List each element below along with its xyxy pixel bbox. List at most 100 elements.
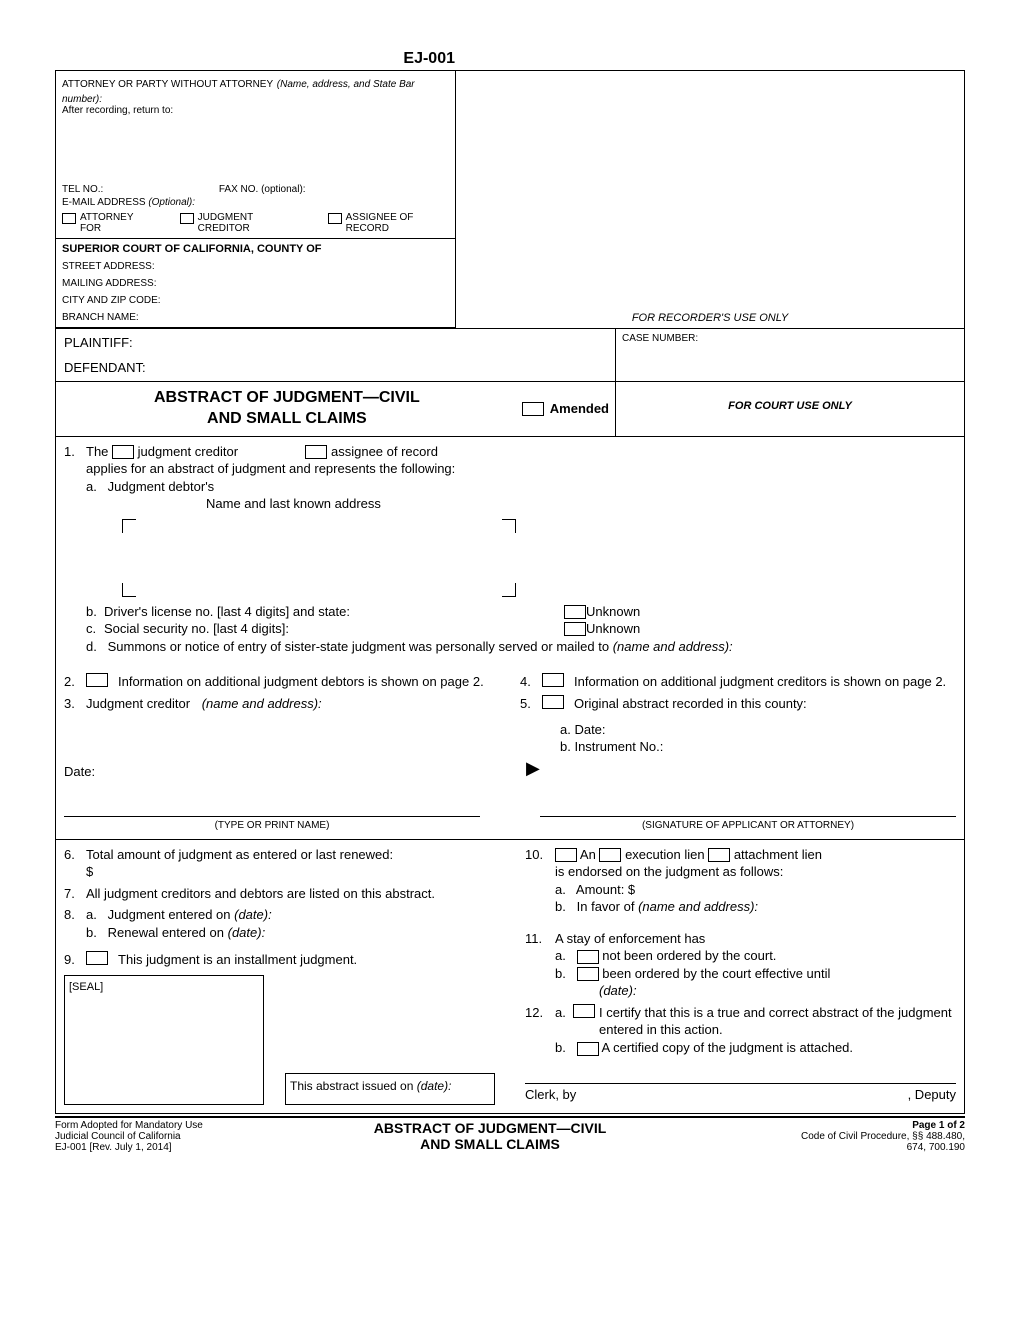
item-7-num: 7. xyxy=(64,885,82,903)
item-10-num: 10. xyxy=(525,846,551,864)
item-1b-text: Driver's license no. [last 4 digits] and… xyxy=(104,603,564,621)
cb-item-12a[interactable] xyxy=(573,1004,595,1018)
footer-right-1: Page 1 of 2 xyxy=(725,1120,965,1131)
after-recording: After recording, return to: xyxy=(62,105,449,116)
cb-judgment-creditor[interactable] xyxy=(180,213,194,224)
cb-item-11b[interactable] xyxy=(577,967,599,981)
item-10-attach: attachment lien xyxy=(734,847,822,862)
item-1a-text: Judgment debtor's xyxy=(108,479,215,494)
cb-item-9[interactable] xyxy=(86,951,108,965)
email-optional: (Optional): xyxy=(148,197,195,208)
street-address-label: STREET ADDRESS: xyxy=(62,261,449,272)
item-1-num: 1. xyxy=(64,443,82,461)
cb-item-11a[interactable] xyxy=(577,950,599,964)
item-5b: b. Instrument No.: xyxy=(560,738,956,756)
item-1-the: The xyxy=(86,444,108,459)
mailing-address-label: MAILING ADDRESS: xyxy=(62,278,449,289)
item-8a-num: a. xyxy=(86,906,104,924)
sig-left-caption: (TYPE OR PRINT NAME) xyxy=(64,819,480,833)
item-7-text: All judgment creditors and debtors are l… xyxy=(86,885,435,903)
email-label: E-MAIL ADDRESS xyxy=(62,197,146,208)
item-11b-text: been ordered by the court effective unti… xyxy=(602,966,830,981)
cb-1c-unknown[interactable] xyxy=(564,622,586,636)
item-8a-text: Judgment entered on xyxy=(108,907,231,922)
item-1c-num: c. xyxy=(86,620,104,638)
item-1-jc: judgment creditor xyxy=(138,444,238,459)
footer-right-2: Code of Civil Procedure, §§ 488.480, xyxy=(725,1131,965,1142)
recorder-use-only: FOR RECORDER'S USE ONLY xyxy=(456,312,964,324)
item-12b-text: A certified copy of the judgment is atta… xyxy=(602,1040,853,1055)
cb-assignee-of-record-1[interactable] xyxy=(305,445,327,459)
form-title-1: ABSTRACT OF JUDGMENT—CIVIL xyxy=(62,388,512,409)
footer-right-3: 674, 700.190 xyxy=(725,1142,965,1153)
item-2-text: Information on additional judgment debto… xyxy=(118,673,484,691)
item-10a-text: Amount: $ xyxy=(576,882,635,897)
address-box[interactable] xyxy=(122,519,516,597)
item-1b-num: b. xyxy=(86,603,104,621)
cb-assignee-label: ASSIGNEE OF RECORD xyxy=(346,212,449,234)
item-12a-num: a. xyxy=(555,1004,573,1039)
item-10-an: An xyxy=(580,847,596,862)
top-section: ATTORNEY OR PARTY WITHOUT ATTORNEY (Name… xyxy=(55,70,965,328)
signature-arrow-icon: ▶ xyxy=(526,756,956,780)
cb-attachment-lien[interactable] xyxy=(708,848,730,862)
cb-judgment-creditor-1[interactable] xyxy=(112,445,134,459)
item-8a-italic: (date): xyxy=(234,907,272,922)
cb-item-10[interactable] xyxy=(555,848,577,862)
issued-box: This abstract issued on (date): xyxy=(285,1073,495,1105)
item-1c-unknown: Unknown xyxy=(586,620,640,638)
cb-attorney-for-label: ATTORNEY FOR xyxy=(80,212,150,234)
issued-italic: (date): xyxy=(417,1079,452,1093)
item-8b-num: b. xyxy=(86,924,104,942)
item-10b-num: b. xyxy=(555,898,573,916)
footer-left-1: Form Adopted for Mandatory Use xyxy=(55,1120,255,1131)
footer-left-3: EJ-001 [Rev. July 1, 2014] xyxy=(55,1142,255,1153)
item-1-applies: applies for an abstract of judgment and … xyxy=(86,460,956,478)
issued-text: This abstract issued on xyxy=(290,1079,413,1093)
item-11b-italic: (date): xyxy=(599,982,830,1000)
cb-item-2[interactable] xyxy=(86,673,108,687)
item-12-num: 12. xyxy=(525,1004,551,1022)
cb-execution-lien[interactable] xyxy=(599,848,621,862)
cb-item-12b[interactable] xyxy=(577,1042,599,1056)
deputy-label: , Deputy xyxy=(908,1086,956,1104)
item-1b-unknown: Unknown xyxy=(586,603,640,621)
seal-box: [SEAL] xyxy=(64,975,264,1105)
branch-name-label: BRANCH NAME: xyxy=(62,312,449,323)
item-11a-text: not been ordered by the court. xyxy=(602,948,776,963)
item-11-text: A stay of enforcement has xyxy=(555,931,705,946)
item-1d-text: Summons or notice of entry of sister-sta… xyxy=(108,639,609,654)
item-9-num: 9. xyxy=(64,951,82,969)
item-10b-italic: (name and address): xyxy=(638,899,758,914)
item-11-num: 11. xyxy=(525,930,551,948)
item-12b-num: b. xyxy=(555,1039,573,1057)
cb-item-5[interactable] xyxy=(542,695,564,709)
cb-judgment-creditor-label: JUDGMENT CREDITOR xyxy=(198,212,298,234)
cb-amended[interactable] xyxy=(522,402,544,416)
city-zip-label: CITY AND ZIP CODE: xyxy=(62,295,449,306)
item-9-text: This judgment is an installment judgment… xyxy=(118,951,357,969)
item-11a-num: a. xyxy=(555,947,573,965)
form-title-2: AND SMALL CLAIMS xyxy=(62,409,512,430)
item-1a-sub: Name and last known address xyxy=(206,495,956,513)
case-number-label: CASE NUMBER: xyxy=(616,329,964,381)
item-5-text: Original abstract recorded in this count… xyxy=(574,695,807,713)
item-10a-num: a. xyxy=(555,881,573,899)
item-1d-num: d. xyxy=(86,638,104,656)
clerk-label: Clerk, by xyxy=(525,1086,576,1104)
item-10-exec: execution lien xyxy=(625,847,705,862)
cb-assignee[interactable] xyxy=(328,213,342,224)
cb-1b-unknown[interactable] xyxy=(564,605,586,619)
court-block: SUPERIOR COURT OF CALIFORNIA, COUNTY OF … xyxy=(56,239,455,328)
sig-right-caption: (SIGNATURE OF APPLICANT OR ATTORNEY) xyxy=(540,819,956,833)
cb-item-4[interactable] xyxy=(542,673,564,687)
item-6-dollar: $ xyxy=(86,863,393,881)
item-3-text: Judgment creditor xyxy=(86,695,190,713)
item-8b-italic: (date): xyxy=(228,925,266,940)
item-1-aor: assignee of record xyxy=(331,444,438,459)
plaintiff-label: PLAINTIFF: xyxy=(64,335,607,350)
item-4-num: 4. xyxy=(520,673,538,691)
cb-attorney-for[interactable] xyxy=(62,213,76,224)
item-3-italic: (name and address): xyxy=(202,695,322,713)
item-3-num: 3. xyxy=(64,695,82,713)
